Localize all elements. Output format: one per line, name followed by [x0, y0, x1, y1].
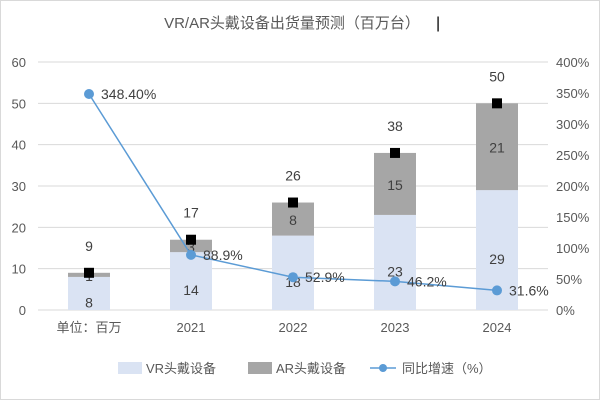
y-tick-label: 40: [12, 138, 26, 153]
growth-label: 52.9%: [305, 269, 345, 285]
bar-ar-label: 8: [289, 212, 297, 228]
legend-swatch-vr: [118, 362, 142, 374]
growth-point: [390, 276, 400, 287]
total-marker: [288, 197, 298, 208]
y2-tick-label: 250%: [556, 148, 590, 163]
total-marker: [492, 98, 502, 109]
x-tick-label: 2023: [381, 320, 410, 335]
bar-ar-label: 3: [187, 239, 195, 255]
growth-label: 31.6%: [509, 282, 549, 298]
total-marker: [186, 234, 196, 245]
y2-tick-label: 200%: [556, 179, 590, 194]
text-cursor: |: [436, 15, 440, 32]
legend-label-ar: AR头戴设备: [276, 361, 346, 376]
bar-ar: [272, 202, 314, 236]
total-label: 9: [85, 238, 93, 254]
growth-point: [84, 88, 94, 99]
legend-label-growth: 同比增速（%）: [402, 361, 492, 376]
x-tick-label: 2021: [177, 320, 206, 335]
total-label: 38: [387, 118, 403, 134]
x-tick-label: 2022: [279, 320, 308, 335]
total-marker: [84, 267, 94, 278]
total-marker: [390, 147, 400, 158]
y2-tick-label: 50%: [556, 272, 582, 287]
total-label: 26: [285, 168, 301, 184]
y2-tick-label: 0%: [556, 303, 575, 318]
x-tick-label: 2024: [483, 320, 512, 335]
chart-title: VR/AR头戴设备出货量预测（百万台）: [164, 15, 420, 32]
y2-tick-label: 150%: [556, 210, 590, 225]
growth-label: 46.2%: [407, 273, 447, 289]
legend-swatch-ar: [248, 362, 272, 374]
bar-ar: [170, 239, 212, 253]
bar-vr-label: 14: [183, 282, 199, 298]
bar-ar-label: 21: [489, 140, 505, 156]
legend-marker-growth: [379, 364, 387, 372]
bar-vr-label: 23: [387, 263, 403, 279]
y-tick-label: 60: [12, 55, 26, 70]
total-label: 17: [183, 205, 199, 221]
growth-point: [492, 285, 502, 296]
y2-tick-label: 400%: [556, 55, 590, 70]
y2-tick-label: 300%: [556, 117, 590, 132]
growth-label: 348.40%: [101, 86, 156, 102]
y-tick-label: 20: [12, 220, 26, 235]
growth-point: [288, 272, 298, 283]
bar-vr-label: 29: [489, 251, 505, 267]
bar-vr-label: 8: [85, 294, 93, 310]
bar-ar: [374, 152, 416, 215]
x-tick-label: 单位：百万: [56, 320, 121, 335]
bar-vr: [170, 252, 212, 310]
y2-tick-label: 100%: [556, 241, 590, 256]
growth-label: 88.9%: [203, 247, 243, 263]
total-label: 50: [489, 68, 505, 84]
legend-label-vr: VR头戴设备: [146, 361, 216, 376]
bar-ar: [476, 103, 518, 191]
y-tick-label: 0: [19, 303, 26, 318]
growth-point: [186, 249, 196, 260]
bar-vr: [68, 276, 110, 310]
y-tick-label: 30: [12, 179, 26, 194]
bar-ar-label: 15: [387, 177, 403, 193]
bar-vr: [374, 214, 416, 310]
y-tick-label: 50: [12, 96, 26, 111]
y-tick-label: 10: [12, 262, 26, 277]
y2-tick-label: 350%: [556, 86, 590, 101]
